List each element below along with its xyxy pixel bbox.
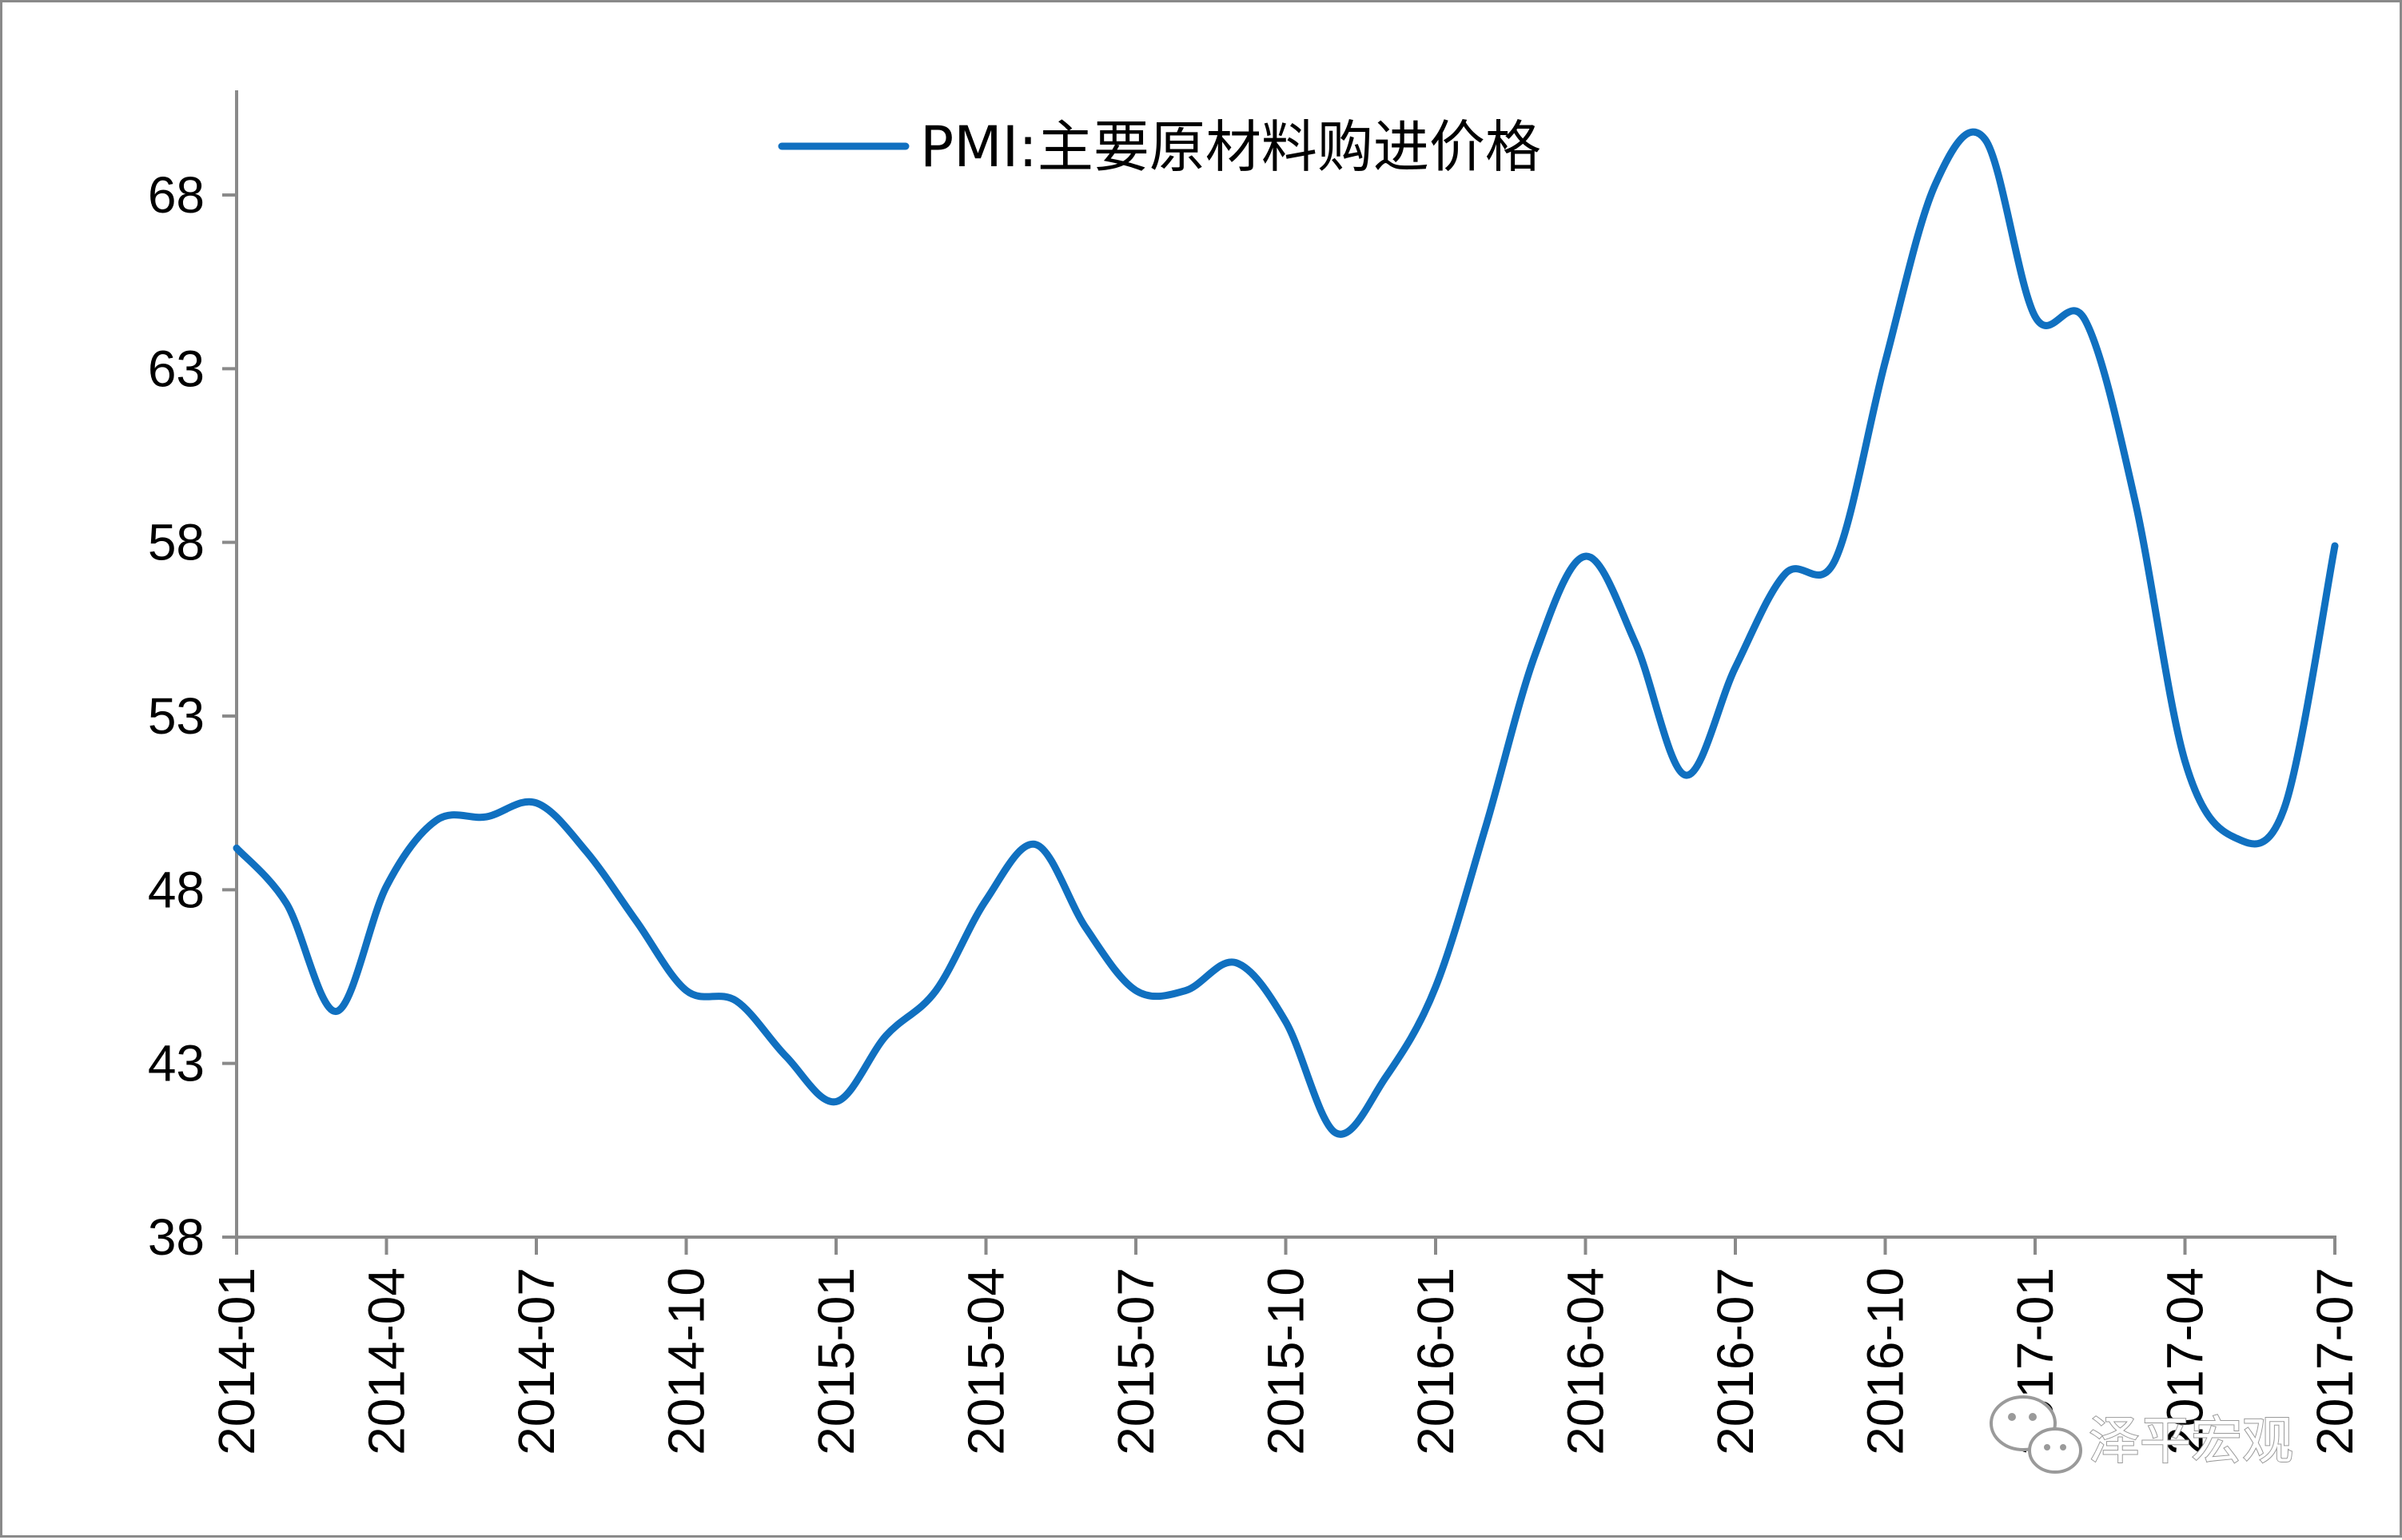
x-tick-label: 2014-04 — [358, 1267, 416, 1455]
y-axis-ticks: 38 43 48 53 58 63 68 — [148, 166, 237, 1266]
x-tick-label: 2016-01 — [1407, 1267, 1464, 1455]
x-tick-label: 2015-10 — [1257, 1267, 1315, 1455]
x-tick-label: 2014-01 — [208, 1267, 265, 1455]
wechat-icon — [1991, 1397, 2081, 1472]
x-tick-label: 2017-07 — [2306, 1267, 2364, 1455]
x-tick-label: 2015-04 — [958, 1267, 1015, 1455]
watermark: 泽平宏观 — [1991, 1397, 2293, 1472]
x-tick-label: 2016-10 — [1857, 1267, 1914, 1455]
y-tick-label: 53 — [148, 687, 205, 745]
series-layer — [237, 132, 2335, 1134]
watermark-text: 泽平宏观 — [2089, 1412, 2293, 1471]
y-tick-label: 43 — [148, 1035, 205, 1092]
y-tick-label: 63 — [148, 340, 205, 397]
y-tick-label: 58 — [148, 514, 205, 571]
x-tick-label: 2016-07 — [1707, 1267, 1764, 1455]
x-tick-label: 2015-01 — [807, 1267, 865, 1455]
x-tick-label: 2016-04 — [1557, 1267, 1615, 1455]
legend-label: PMI:主要原材料购进价格 — [920, 114, 1541, 180]
legend: PMI:主要原材料购进价格 — [782, 114, 1541, 180]
y-tick-label: 38 — [148, 1208, 205, 1266]
x-tick-label: 2014-07 — [508, 1267, 565, 1455]
y-tick-label: 68 — [148, 166, 205, 224]
x-tick-label: 2015-07 — [1107, 1267, 1165, 1455]
series-line-pmi — [237, 132, 2335, 1134]
y-tick-label: 48 — [148, 861, 205, 918]
x-tick-label: 2014-10 — [658, 1267, 715, 1455]
